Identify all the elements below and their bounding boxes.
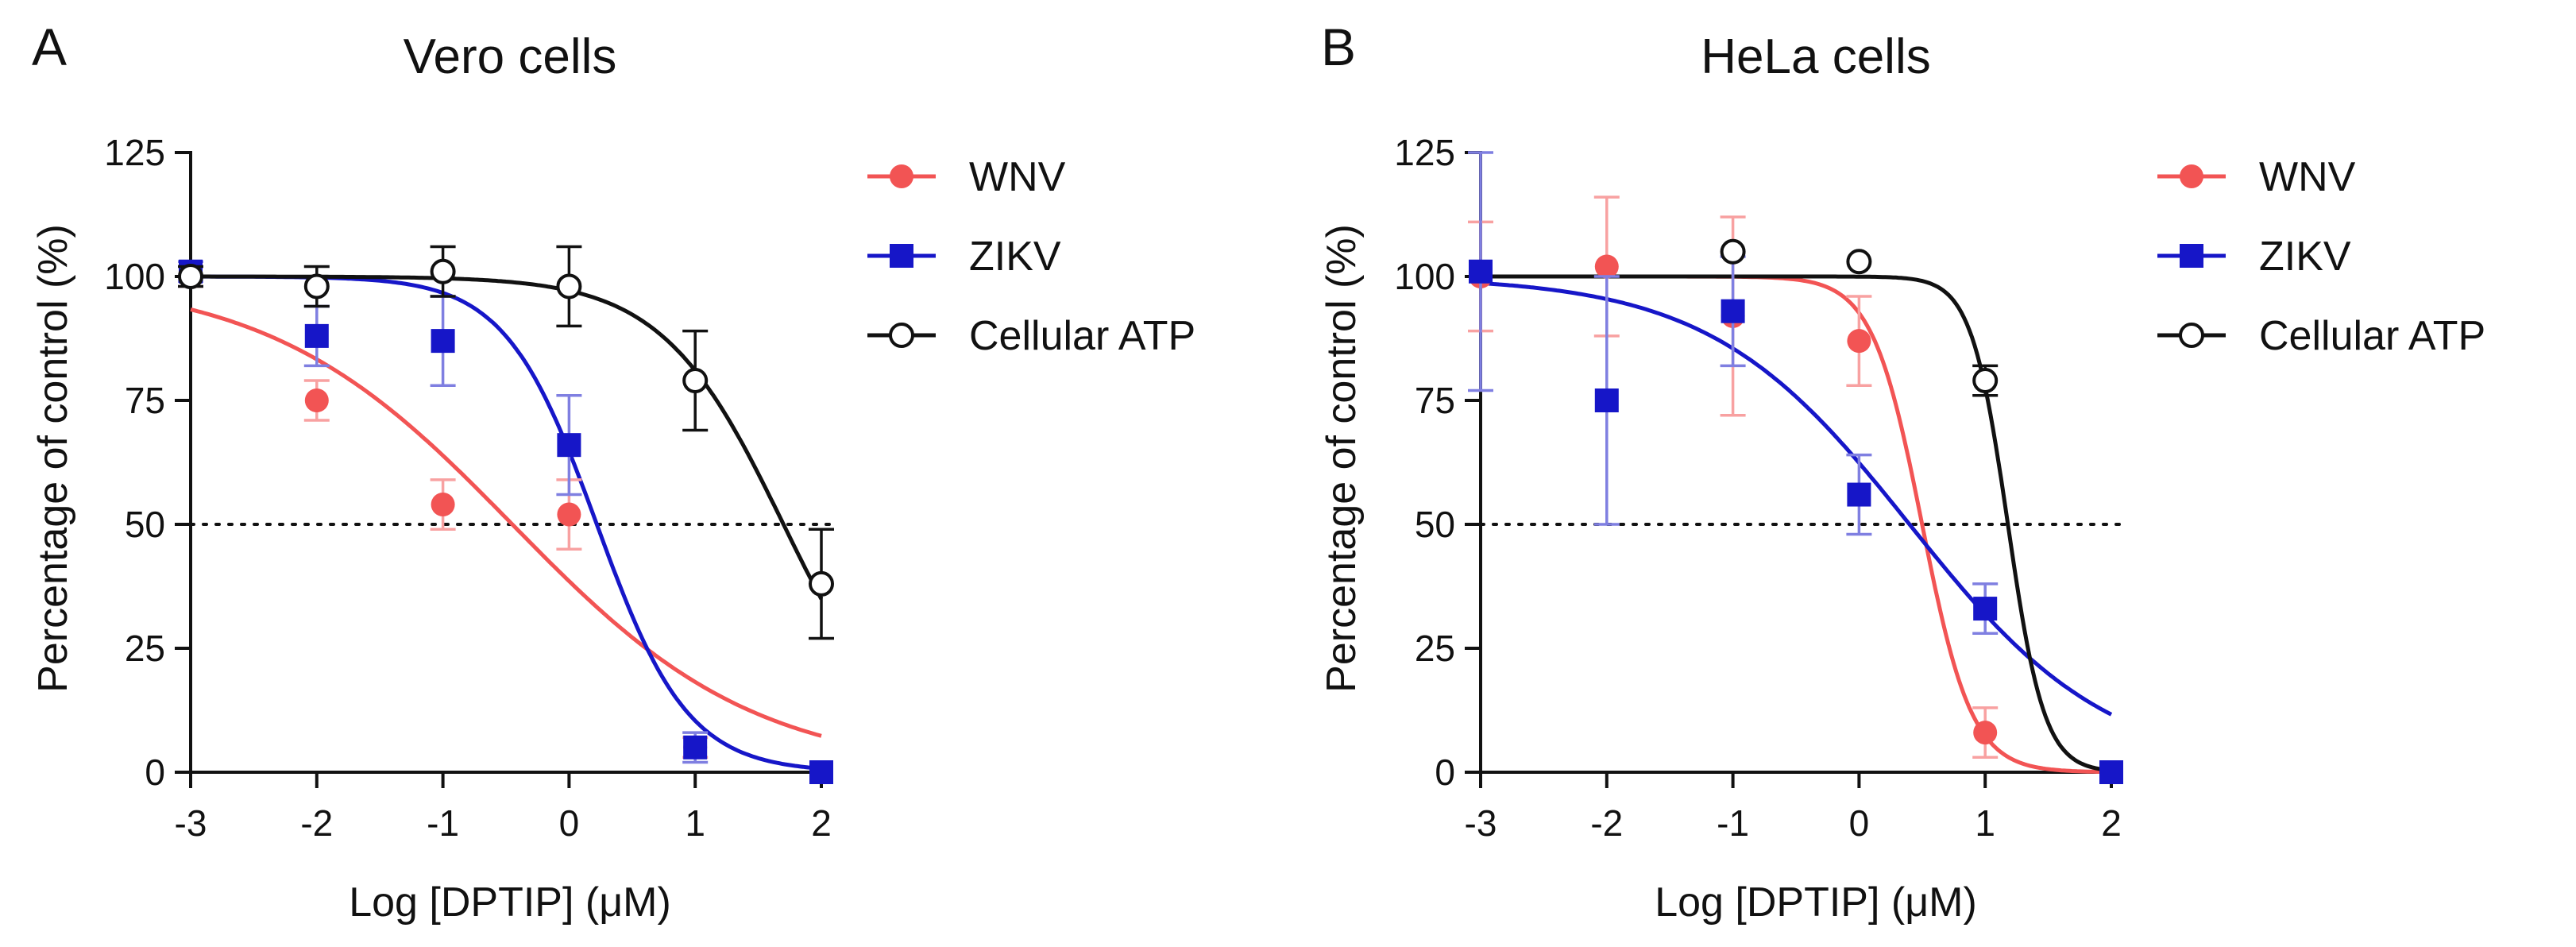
data-point bbox=[2180, 244, 2203, 268]
data-point bbox=[1594, 254, 1619, 279]
y-tick-label: 75 bbox=[125, 380, 165, 421]
y-tick-label: 125 bbox=[1394, 132, 1455, 173]
fit-curve bbox=[1481, 274, 2112, 773]
legend-label: Cellular ATP bbox=[969, 313, 1195, 359]
series-points bbox=[1469, 254, 2123, 784]
x-tick-label: -2 bbox=[1590, 802, 1623, 844]
data-point bbox=[809, 570, 834, 597]
y-tick-label: 100 bbox=[1394, 256, 1455, 297]
series-points bbox=[179, 265, 833, 784]
data-point bbox=[430, 258, 456, 284]
y-tick-label: 75 bbox=[1415, 380, 1455, 421]
data-point bbox=[1469, 259, 1493, 284]
panel-title: Vero cells bbox=[404, 29, 617, 84]
data-point bbox=[303, 273, 330, 300]
panel-letter: A bbox=[32, 17, 67, 76]
data-point bbox=[2179, 323, 2204, 348]
y-tick-label: 25 bbox=[1415, 628, 1455, 669]
data-point bbox=[557, 502, 581, 527]
data-point bbox=[2180, 164, 2203, 188]
y-tick-label: 50 bbox=[1415, 504, 1455, 545]
series-points bbox=[1720, 238, 1999, 394]
series-points bbox=[178, 258, 834, 597]
y-tick-label: 100 bbox=[104, 256, 165, 297]
y-tick-label: 50 bbox=[125, 504, 165, 545]
data-point bbox=[809, 760, 833, 784]
panel-title: HeLa cells bbox=[1701, 29, 1930, 84]
x-tick-label: -3 bbox=[1465, 802, 1497, 844]
data-point bbox=[431, 329, 455, 354]
series-points bbox=[1469, 259, 2123, 784]
fit-curve bbox=[191, 274, 824, 601]
data-point bbox=[682, 368, 709, 394]
data-point bbox=[556, 273, 582, 300]
y-tick-label: 125 bbox=[104, 132, 165, 173]
legend-label: ZIKV bbox=[2259, 234, 2351, 280]
error-bars bbox=[178, 245, 834, 640]
data-point bbox=[304, 323, 329, 348]
x-tick-label: 2 bbox=[2101, 802, 2122, 844]
x-tick-label: -1 bbox=[1717, 802, 1749, 844]
data-point bbox=[1721, 299, 1745, 323]
data-point bbox=[1594, 388, 1619, 412]
legend-label: Cellular ATP bbox=[2259, 313, 2485, 359]
x-tick-label: -1 bbox=[427, 802, 459, 844]
x-tick-label: -2 bbox=[300, 802, 333, 844]
y-tick-label: 0 bbox=[1435, 752, 1455, 793]
panel-b: B HeLa cells Log [DPTIP] (μM) Percentage… bbox=[1319, 17, 2485, 926]
fit-curve bbox=[191, 274, 822, 771]
x-tick-label: -3 bbox=[175, 802, 207, 844]
x-tick-label: 1 bbox=[1975, 802, 1995, 844]
y-tick-label: 25 bbox=[125, 628, 165, 669]
y-axis-label: Percentage of control (%) bbox=[30, 224, 76, 693]
panel-a: A Vero cells Log [DPTIP] (μM) Percentage… bbox=[30, 17, 1195, 926]
data-point bbox=[304, 388, 329, 412]
data-point bbox=[683, 735, 708, 760]
fit-curve bbox=[1480, 280, 2113, 717]
data-point bbox=[889, 323, 914, 348]
legend: WNV ZIKV Cellular ATP bbox=[2157, 154, 2485, 359]
data-point bbox=[1847, 482, 1871, 507]
data-point bbox=[890, 164, 913, 188]
data-point bbox=[1972, 368, 1999, 394]
x-axis-label: Log [DPTIP] (μM) bbox=[349, 879, 671, 926]
legend: WNV ZIKV Cellular ATP bbox=[867, 154, 1195, 359]
x-tick-label: 1 bbox=[685, 802, 705, 844]
data-point bbox=[1847, 329, 1871, 354]
x-tick-label: 0 bbox=[1849, 802, 1870, 844]
y-tick-label: 0 bbox=[145, 752, 165, 793]
y-axis-label: Percentage of control (%) bbox=[1319, 224, 1365, 693]
data-point bbox=[1973, 597, 1998, 621]
data-point bbox=[2099, 760, 2123, 784]
data-point bbox=[431, 493, 455, 517]
x-tick-label: 0 bbox=[559, 802, 580, 844]
data-point bbox=[1973, 721, 1998, 745]
panel-letter: B bbox=[1321, 17, 1356, 76]
data-point bbox=[1720, 238, 1746, 265]
x-axis-label: Log [DPTIP] (μM) bbox=[1655, 879, 1977, 926]
legend-label: WNV bbox=[2259, 154, 2356, 200]
data-point bbox=[890, 244, 913, 268]
data-point bbox=[1846, 249, 1872, 275]
legend-label: WNV bbox=[969, 154, 1066, 200]
data-point bbox=[178, 264, 203, 289]
x-tick-label: 2 bbox=[811, 802, 832, 844]
data-point bbox=[557, 433, 581, 458]
fit-curve bbox=[190, 307, 822, 738]
legend-label: ZIKV bbox=[969, 234, 1061, 280]
